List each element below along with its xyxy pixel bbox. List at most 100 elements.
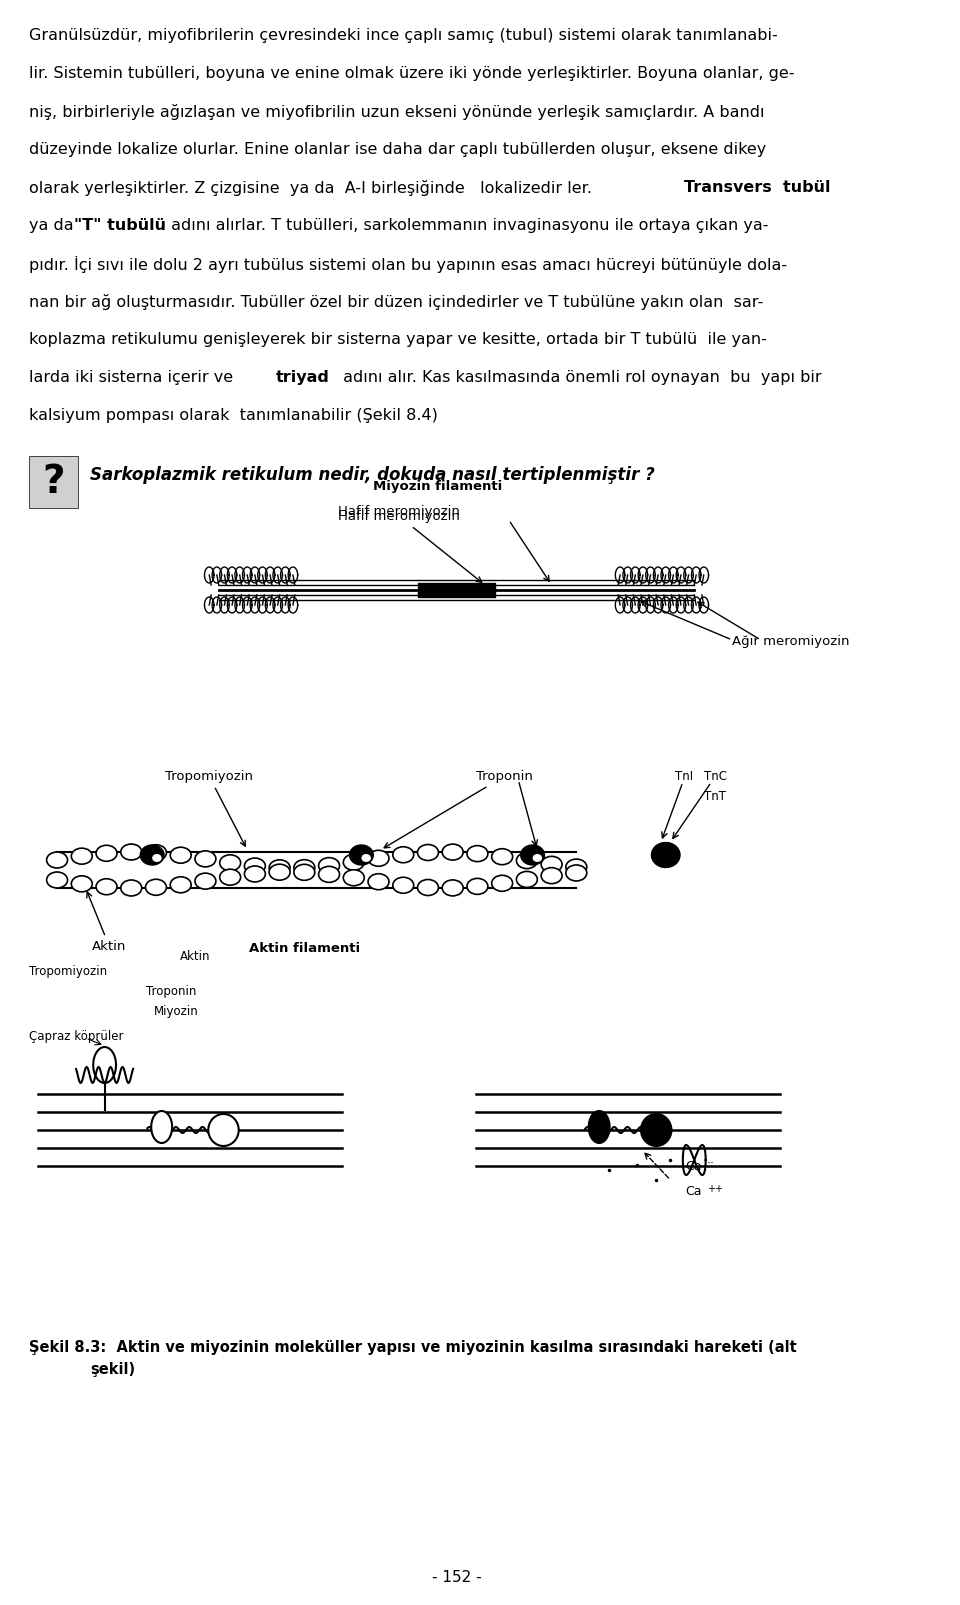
- Ellipse shape: [344, 870, 364, 886]
- Text: koplazma retikulumu genişleyerek bir sisterna yapar ve kesitte, ortada bir T tub: koplazma retikulumu genişleyerek bir sis…: [29, 332, 766, 347]
- Ellipse shape: [319, 857, 340, 873]
- Ellipse shape: [121, 880, 142, 896]
- Text: olarak yerleşiktirler. Z çizgisine  ya da  A-I birleşiğinde   lokalizedir ler.: olarak yerleşiktirler. Z çizgisine ya da…: [29, 180, 602, 196]
- Text: larda iki sisterna içerir ve: larda iki sisterna içerir ve: [29, 371, 238, 385]
- Text: Aktin filamenti: Aktin filamenti: [249, 942, 360, 955]
- Ellipse shape: [516, 852, 538, 868]
- Ellipse shape: [565, 865, 587, 881]
- Ellipse shape: [121, 844, 142, 860]
- Ellipse shape: [140, 844, 164, 865]
- Ellipse shape: [170, 847, 191, 863]
- Ellipse shape: [418, 880, 439, 896]
- Ellipse shape: [393, 878, 414, 894]
- Text: Hafif meromiyozin: Hafif meromiyozin: [339, 506, 461, 518]
- Text: Aktin: Aktin: [86, 892, 127, 953]
- Ellipse shape: [294, 865, 315, 880]
- Ellipse shape: [294, 860, 315, 876]
- Ellipse shape: [467, 878, 488, 894]
- Text: lir. Sistemin tubülleri, boyuna ve enine olmak üzere iki yönde yerleşiktirler. B: lir. Sistemin tubülleri, boyuna ve enine…: [29, 66, 794, 80]
- Ellipse shape: [393, 847, 414, 863]
- Ellipse shape: [146, 880, 166, 896]
- Ellipse shape: [368, 851, 389, 867]
- Text: I: I: [159, 1120, 164, 1133]
- Text: Miyozin: Miyozin: [154, 1005, 199, 1018]
- Text: triyad: triyad: [276, 371, 329, 385]
- Ellipse shape: [443, 844, 463, 860]
- Text: kalsiyum pompası olarak  tanımlanabilir (Şekil 8.4): kalsiyum pompası olarak tanımlanabilir (…: [29, 408, 438, 424]
- Text: Şekil 8.3:  Aktin ve miyozinin moleküller yapısı ve miyozinin kasılma sırasındak: Şekil 8.3: Aktin ve miyozinin moleküller…: [29, 1340, 796, 1355]
- Ellipse shape: [344, 854, 364, 870]
- Text: adını alırlar. T tubülleri, sarkolemmanın invaginasyonu ile ortaya çıkan ya-: adını alırlar. T tubülleri, sarkolemmanı…: [166, 218, 769, 233]
- Text: TnT: TnT: [704, 790, 726, 802]
- Text: T: T: [652, 1124, 660, 1136]
- Text: Miyozin filamenti: Miyozin filamenti: [372, 480, 502, 493]
- Ellipse shape: [47, 872, 67, 888]
- Ellipse shape: [349, 844, 373, 865]
- Ellipse shape: [319, 867, 340, 883]
- Ellipse shape: [96, 878, 117, 894]
- Text: "T" tubülü: "T" tubülü: [74, 218, 166, 233]
- Ellipse shape: [71, 876, 92, 892]
- Ellipse shape: [245, 867, 265, 881]
- Text: Transvers  tubül: Transvers tubül: [684, 180, 830, 194]
- Ellipse shape: [361, 854, 371, 862]
- Circle shape: [208, 1114, 239, 1146]
- Ellipse shape: [170, 876, 191, 892]
- Text: Sarkoplazmik retikulum nedir, dokuda nasıl tertiplenmiştir ?: Sarkoplazmik retikulum nedir, dokuda nas…: [90, 465, 655, 485]
- Ellipse shape: [652, 843, 680, 867]
- Text: I: I: [597, 1120, 601, 1133]
- Text: ya da: ya da: [29, 218, 79, 233]
- Text: adını alır. Kas kasılmasında önemli rol oynayan  bu  yapı bir: adını alır. Kas kasılmasında önemli rol …: [338, 371, 821, 385]
- Ellipse shape: [520, 844, 544, 865]
- Ellipse shape: [47, 852, 67, 868]
- Ellipse shape: [152, 1111, 172, 1143]
- Ellipse shape: [146, 844, 166, 860]
- Text: Ca: Ca: [684, 1184, 701, 1197]
- Ellipse shape: [195, 851, 216, 867]
- Ellipse shape: [418, 844, 439, 860]
- Text: Tropomiyozin: Tropomiyozin: [165, 770, 253, 846]
- Ellipse shape: [220, 870, 241, 886]
- Text: Tropomiyozin: Tropomiyozin: [29, 965, 107, 977]
- Text: nan bir ağ oluşturmasıdır. Tubüller özel bir düzen içindedirler ve T tubülüne ya: nan bir ağ oluşturmasıdır. Tubüller özel…: [29, 294, 763, 310]
- Ellipse shape: [220, 855, 241, 872]
- Text: şekil): şekil): [90, 1363, 135, 1377]
- Ellipse shape: [153, 854, 161, 862]
- Text: Troponin: Troponin: [146, 985, 197, 998]
- Text: Çapraz köprüler: Çapraz köprüler: [29, 1030, 123, 1043]
- Text: Ağır meromiyozin: Ağır meromiyozin: [732, 636, 850, 648]
- Ellipse shape: [269, 863, 290, 880]
- Ellipse shape: [492, 875, 513, 891]
- Ellipse shape: [516, 872, 538, 888]
- Ellipse shape: [492, 849, 513, 865]
- Text: Ca: Ca: [684, 1160, 701, 1173]
- Ellipse shape: [541, 857, 562, 873]
- Ellipse shape: [368, 873, 389, 889]
- Text: ?: ?: [42, 462, 64, 501]
- Text: düzeyinde lokalize olurlar. Enine olanlar ise daha dar çaplı tubüllerden oluşur,: düzeyinde lokalize olurlar. Enine olanla…: [29, 141, 766, 157]
- Ellipse shape: [195, 873, 216, 889]
- Ellipse shape: [96, 846, 117, 862]
- Ellipse shape: [541, 868, 562, 884]
- Ellipse shape: [245, 859, 265, 875]
- Text: ··: ··: [707, 1157, 714, 1170]
- Text: Granülsüzdür, miyofibrilerin çevresindeki ince çaplı samıç (tubul) sistemi olara: Granülsüzdür, miyofibrilerin çevresindek…: [29, 27, 778, 43]
- Ellipse shape: [565, 859, 587, 875]
- Text: TnI: TnI: [675, 770, 693, 783]
- Text: niş, birbirleriyle ağızlaşan ve miyofibrilin uzun ekseni yönünde yerleşik samıçl: niş, birbirleriyle ağızlaşan ve miyofibr…: [29, 104, 764, 120]
- Ellipse shape: [269, 860, 290, 876]
- Text: pıdır. İçi sıvı ile dolu 2 ayrı tubülus sistemi olan bu yapının esas amacı hücre: pıdır. İçi sıvı ile dolu 2 ayrı tubülus …: [29, 257, 786, 273]
- Text: Hafif meromiyozin: Hafif meromiyozin: [339, 510, 482, 583]
- Ellipse shape: [71, 847, 92, 863]
- Text: - 152 -: - 152 -: [432, 1570, 481, 1586]
- Ellipse shape: [443, 880, 463, 896]
- Text: TnC: TnC: [704, 770, 727, 783]
- Text: ++: ++: [707, 1184, 723, 1194]
- Text: Aktin: Aktin: [180, 950, 210, 963]
- Ellipse shape: [533, 854, 542, 862]
- FancyBboxPatch shape: [29, 456, 78, 509]
- Text: T: T: [219, 1124, 228, 1136]
- Circle shape: [641, 1114, 671, 1146]
- Text: Troponin: Troponin: [384, 770, 533, 847]
- Ellipse shape: [467, 846, 488, 862]
